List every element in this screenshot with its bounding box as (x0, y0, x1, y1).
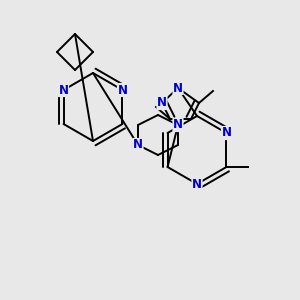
Text: N: N (117, 83, 128, 97)
Text: N: N (157, 97, 167, 110)
Text: N: N (173, 118, 183, 131)
Text: N: N (133, 139, 143, 152)
Text: N: N (221, 127, 231, 140)
Text: N: N (192, 178, 202, 190)
Text: N: N (58, 83, 69, 97)
Text: N: N (173, 82, 183, 94)
